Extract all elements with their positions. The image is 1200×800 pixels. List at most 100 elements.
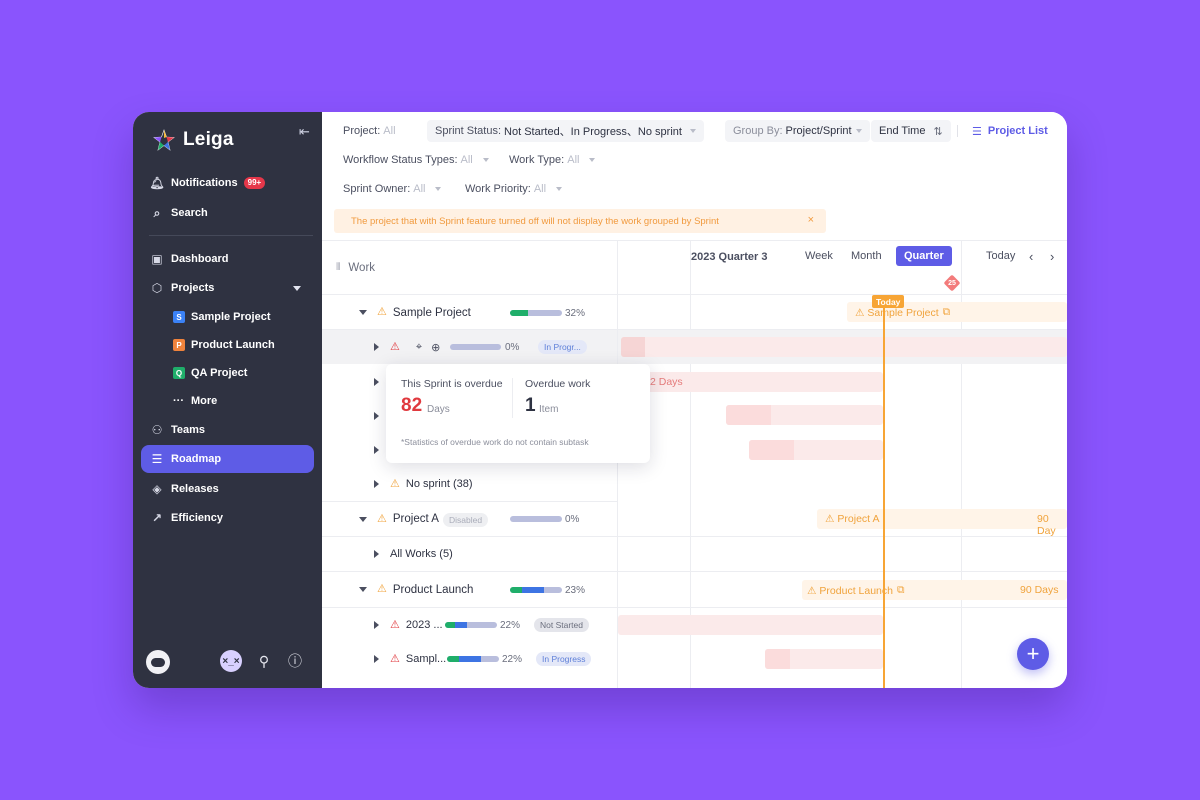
tree-row-sprint-sample[interactable]: ⚠ Sampl... 22% In Progress [322,642,617,676]
gantt-bar[interactable] [749,440,883,460]
collapse-icon[interactable] [359,516,367,522]
today-button[interactable]: Today [986,250,1016,262]
expand-icon[interactable] [374,621,379,629]
nav-efficiency[interactable]: ↗ Efficiency [141,504,314,532]
tree-row-all-works[interactable]: All Works (5) [322,537,617,572]
gantt-bar-overdue[interactable] [642,372,883,392]
project-list-button[interactable]: ☰ Project List [972,120,1048,142]
grid-top-border [322,240,1067,241]
scale-month-button[interactable]: Month [851,250,882,262]
add-icon[interactable]: ⊕ [431,341,441,354]
invite-user-icon[interactable]: ⚲ [258,652,270,669]
tree-row-project-a[interactable]: ⚠ Project A Disabled 0% [322,502,617,537]
close-icon[interactable]: × [807,214,814,226]
gantt-label-days: 2 Days [650,376,683,388]
tree-row[interactable] [322,365,617,399]
collapse-icon[interactable] [359,310,367,315]
gantt-bar-label: Project A [837,513,880,525]
filter-workflow-status[interactable]: Workflow Status Types: All [343,149,489,171]
overdue-warning-icon[interactable]: ⚠ [390,652,400,665]
scale-week-button[interactable]: Week [805,250,833,262]
work-column-header: ⦀ Work [322,241,617,295]
target-icon[interactable]: ⌖ [415,340,423,353]
nav-search-label: Search [171,207,208,219]
sprint-notice-banner: The project that with Sprint feature tur… [334,209,826,233]
sidebar: Leiga ⇤ 🔔︎ Notifications 99+ ⌕ Search ▣ … [133,112,322,688]
progress-percent: 22% [500,620,521,631]
projects-expand-icon[interactable] [293,286,301,291]
gantt-bar[interactable] [726,405,883,425]
project-item-label: Product Launch [191,339,275,351]
scale-quarter-button[interactable]: Quarter [896,246,952,266]
progress-bar [510,310,562,316]
gantt-bar-sprint-sample[interactable] [765,649,883,669]
gantt-bar-sprint-2023[interactable] [618,615,883,635]
row-title: All Works (5) [390,548,453,560]
collapse-icon[interactable] [359,587,367,592]
nav-dashboard[interactable]: ▣ Dashboard [141,245,314,273]
filter-project[interactable]: Project: All [343,120,396,142]
gantt-bar-project-a[interactable] [817,509,1067,529]
layers-icon: ◈ [152,482,162,496]
user-avatar[interactable] [146,650,170,674]
filter-sprint-status[interactable]: Sprint Status: Not Started、In Progress、N… [427,120,704,142]
project-item-label: QA Project [191,367,248,379]
drag-handle-icon[interactable]: ⦀ [336,262,341,273]
expand-icon[interactable] [374,412,379,420]
milestone-label: 25 [948,279,956,287]
help-icon[interactable]: ⓘ [288,653,302,669]
copy-icon: ⧉ [896,584,905,596]
toolbar-divider [957,125,958,137]
overdue-tooltip: This Sprint is overdue 82 Days Overdue w… [386,364,650,463]
app-name: Leiga [183,129,234,150]
expand-icon[interactable] [374,378,379,386]
tree-row[interactable] [322,399,617,433]
filter-work-priority[interactable]: Work Priority: All [465,178,563,200]
expand-icon[interactable] [374,446,379,454]
collapse-sidebar-icon[interactable]: ⇤ [299,124,310,139]
filter-sprint-owner[interactable]: Sprint Owner: All [343,178,442,200]
expand-icon[interactable] [374,550,379,558]
assistant-icon[interactable]: ×_× [220,650,242,672]
overdue-warning-icon[interactable]: ⚠ [390,340,400,353]
expand-icon[interactable] [374,343,379,351]
tree-row-sample-project[interactable]: ⚠ Sample Project 32% [322,296,617,330]
group-by-select[interactable]: Group By: Project/Sprint [725,120,870,142]
nav-projects[interactable]: ⬡ Projects [141,274,314,302]
nav-notifications[interactable]: 🔔︎ Notifications 99+ [141,169,314,197]
gantt-bar-label: Product Launch [819,584,893,597]
tree-row-sprint[interactable]: ⚠ ⌖ ⊕ 0% In Progr... [322,330,617,364]
nav-teams[interactable]: ⚇ Teams [141,416,314,444]
project-item-more[interactable]: ··· More [173,391,217,411]
tree-row-product-launch[interactable]: ⚠ Product Launch 23% [322,572,617,608]
project-item-product-launch[interactable]: P Product Launch [173,335,275,355]
trend-icon: ↗ [151,511,163,525]
overdue-warning-icon[interactable]: ⚠ [390,618,400,631]
project-avatar-icon: Q [173,367,185,379]
tree-row-no-sprint[interactable]: ⚠ No sprint (38) [322,467,617,502]
next-period-icon[interactable]: › [1050,248,1055,264]
tree-row-sprint-2023[interactable]: ⚠ 2023 ... 22% Not Started [322,608,617,642]
project-list-label: Project List [987,125,1048,137]
nav-search[interactable]: ⌕ Search [141,199,314,227]
more-dots-icon: ··· [173,395,184,407]
nav-roadmap[interactable]: ☰ Roadmap [141,445,314,473]
gantt-bar-sprint[interactable] [621,337,1067,357]
project-item-sample[interactable]: S Sample Project [173,307,270,327]
prev-period-icon[interactable]: ‹ [1029,248,1034,264]
tree-row[interactable] [322,433,617,467]
dashboard-icon: ▣ [151,252,163,266]
nav-releases[interactable]: ◈ Releases [141,475,314,503]
more-label: More [191,395,218,407]
project-item-qa[interactable]: Q QA Project [173,363,247,383]
sort-end-time[interactable]: End Time ⇅ [871,120,951,142]
gantt-bar-product-launch[interactable] [802,580,1067,600]
expand-icon[interactable] [374,480,379,488]
filter-work-type[interactable]: Work Type: All [509,149,596,171]
chevron-down-icon [556,187,563,191]
filter-project-value: All [383,125,396,137]
timeline-gridline [690,241,691,688]
add-fab-button[interactable]: + [1017,638,1049,670]
row-title: Product Launch [392,583,474,596]
expand-icon[interactable] [374,655,379,663]
